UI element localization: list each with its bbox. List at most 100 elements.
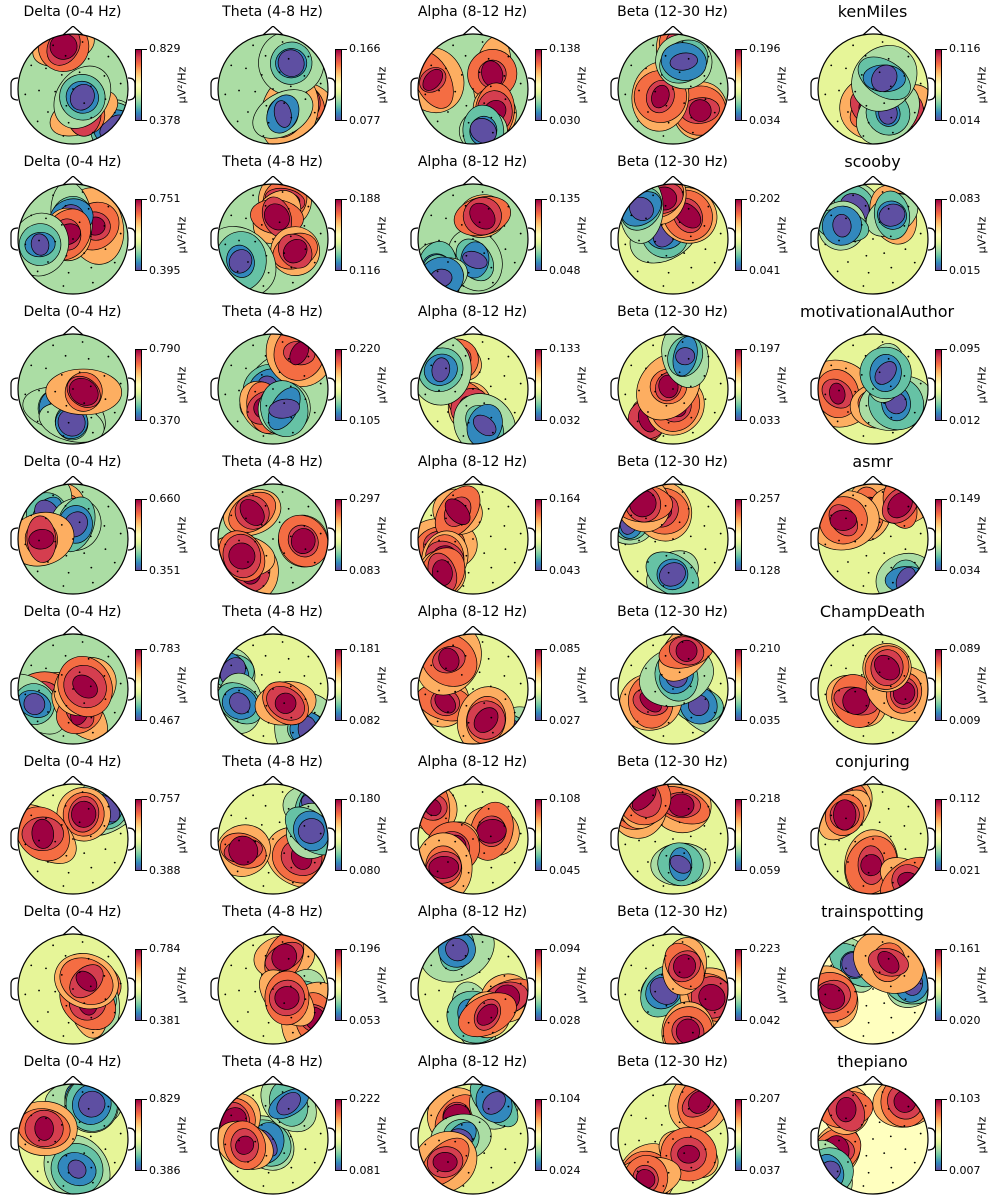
nose-marker xyxy=(262,326,284,336)
topomap-surface xyxy=(618,484,728,594)
head-outline xyxy=(17,783,129,895)
topomap xyxy=(210,776,336,895)
topomap-cell: Beta (12-30 Hz) 0.223 0.042 µV²/Hz xyxy=(600,900,800,1050)
colorbar-unit-label: µV²/Hz xyxy=(375,816,389,854)
topomap xyxy=(610,26,736,145)
band-title: Alpha (8-12 Hz) xyxy=(417,304,528,320)
colorbar-max-label: 0.210 xyxy=(749,642,781,655)
topomap-cell: Delta (0-4 Hz) 0.829 0.386 µV²/Hz xyxy=(0,1050,200,1200)
colorbar-tick-max xyxy=(142,649,147,650)
nose-marker xyxy=(662,326,684,336)
right-ear-marker xyxy=(727,1127,736,1151)
colorbar xyxy=(735,649,742,721)
topomap-surface xyxy=(818,634,928,744)
colorbar xyxy=(935,199,942,271)
colorbar-max-label: 0.135 xyxy=(549,192,581,205)
colorbar-tick-max xyxy=(142,499,147,500)
topomap-cell: Theta (4-8 Hz) 0.188 0.116 µV²/Hz xyxy=(200,150,400,300)
right-ear-marker xyxy=(127,827,136,851)
band-title: Theta (4-8 Hz) xyxy=(222,304,323,320)
colorbar xyxy=(135,499,142,571)
colorbar-max-label: 0.829 xyxy=(149,42,181,55)
colorbar-unit-label: µV²/Hz xyxy=(775,816,789,854)
colorbar xyxy=(935,799,942,871)
head-outline xyxy=(17,933,129,1045)
colorbar-tick-min xyxy=(942,270,947,271)
topomap-surface xyxy=(618,784,728,894)
colorbar-max-label: 0.196 xyxy=(349,942,381,955)
colorbar-max-label: 0.083 xyxy=(949,192,981,205)
head-outline xyxy=(817,783,929,895)
left-ear-marker xyxy=(10,77,19,101)
colorbar-tick-min xyxy=(542,120,547,121)
topomap-cell: Beta (12-30 Hz) 0.210 0.035 µV²/Hz xyxy=(600,600,800,750)
head-outline xyxy=(617,333,729,445)
colorbar-tick-min xyxy=(142,270,147,271)
nose-marker xyxy=(462,626,484,636)
colorbar xyxy=(935,349,942,421)
colorbar-tick-min xyxy=(142,1020,147,1021)
right-ear-marker xyxy=(127,677,136,701)
nose-marker xyxy=(662,176,684,186)
colorbar-tick-max xyxy=(542,499,547,500)
colorbar-tick-max xyxy=(342,1099,347,1100)
nose-marker xyxy=(862,26,884,36)
topomap-cell: Delta (0-4 Hz) 0.783 0.467 µV²/Hz xyxy=(0,600,200,750)
colorbar-tick-min xyxy=(342,720,347,721)
nose-marker xyxy=(462,176,484,186)
colorbar-max-label: 0.223 xyxy=(749,942,781,955)
head-outline xyxy=(417,633,529,745)
nose-marker xyxy=(462,26,484,36)
left-ear-marker xyxy=(810,1127,819,1151)
topomap xyxy=(810,476,936,595)
colorbar-tick-min xyxy=(542,420,547,421)
colorbar xyxy=(335,199,342,271)
right-ear-marker xyxy=(927,77,936,101)
colorbar-tick-max xyxy=(142,199,147,200)
head-outline xyxy=(217,333,329,445)
nose-marker xyxy=(62,776,84,786)
band-title: Beta (12-30 Hz) xyxy=(617,1054,728,1070)
left-ear-marker xyxy=(810,377,819,401)
topomap-cell: conjuring 0.112 0.021 µV²/Hz xyxy=(800,750,1000,900)
colorbar-min-label: 0.077 xyxy=(349,114,381,127)
colorbar-unit-label: µV²/Hz xyxy=(175,966,189,1004)
nose-marker xyxy=(662,26,684,36)
left-ear-marker xyxy=(610,227,619,251)
left-ear-marker xyxy=(210,227,219,251)
colorbar-max-label: 0.089 xyxy=(949,642,981,655)
colorbar-tick-min xyxy=(942,1020,947,1021)
colorbar-tick-min xyxy=(142,1170,147,1171)
nose-marker xyxy=(862,626,884,636)
topomap-surface xyxy=(218,934,328,1044)
colorbar-unit-label: µV²/Hz xyxy=(375,516,389,554)
nose-marker xyxy=(862,326,884,336)
head-outline xyxy=(417,183,529,295)
colorbar-tick-max xyxy=(342,799,347,800)
colorbar-tick-max xyxy=(342,49,347,50)
topomap-surface xyxy=(618,184,728,294)
band-title: Delta (0-4 Hz) xyxy=(23,754,122,770)
colorbar-max-label: 0.112 xyxy=(949,792,981,805)
left-ear-marker xyxy=(210,1127,219,1151)
head-outline xyxy=(217,633,329,745)
topomap xyxy=(210,26,336,145)
topomap xyxy=(410,926,536,1045)
colorbar xyxy=(335,1099,342,1171)
colorbar-tick-min xyxy=(742,870,747,871)
nose-marker xyxy=(62,176,84,186)
topomap-cell: Beta (12-30 Hz) 0.202 0.041 µV²/Hz xyxy=(600,150,800,300)
head-outline xyxy=(417,783,529,895)
colorbar-max-label: 0.108 xyxy=(549,792,581,805)
colorbar-max-label: 0.085 xyxy=(549,642,581,655)
topomap-surface xyxy=(18,784,128,894)
left-ear-marker xyxy=(10,1127,19,1151)
colorbar-tick-max xyxy=(542,649,547,650)
right-ear-marker xyxy=(727,527,736,551)
topomap xyxy=(10,476,136,595)
colorbar-min-label: 0.378 xyxy=(149,114,181,127)
colorbar-max-label: 0.751 xyxy=(149,192,181,205)
colorbar-tick-min xyxy=(742,270,747,271)
colorbar-unit-label: µV²/Hz xyxy=(975,216,989,254)
